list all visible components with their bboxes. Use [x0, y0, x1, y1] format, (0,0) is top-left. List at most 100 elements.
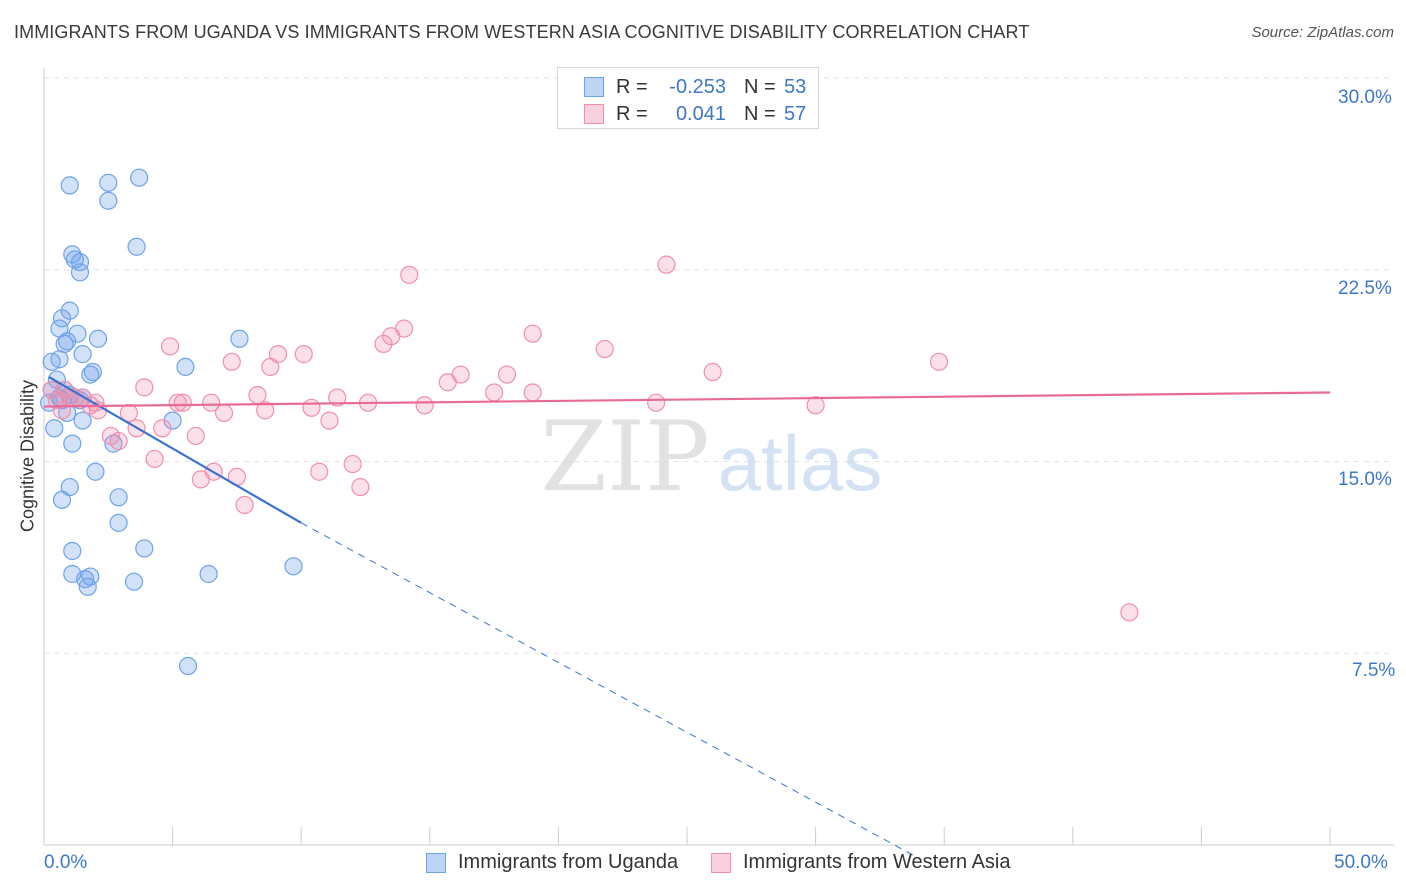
- point-uganda: [60, 176, 79, 195]
- point-western-asia: [42, 380, 61, 400]
- point-western-asia: [302, 398, 321, 417]
- point-western-asia: [248, 385, 267, 405]
- point-uganda: [63, 434, 82, 453]
- point-uganda: [83, 362, 102, 382]
- point-western-asia: [703, 362, 722, 382]
- y-axis-title: Cognitive Disability: [17, 379, 38, 533]
- y-tick-label-30: 30.0%: [1338, 87, 1392, 108]
- point-western-asia: [109, 431, 128, 451]
- point-western-asia: [256, 401, 275, 420]
- y-tick-label-7-5: 7.5%: [1352, 660, 1396, 681]
- point-uganda: [109, 488, 128, 507]
- watermark-atlas: atlas: [718, 419, 883, 507]
- point-uganda: [124, 572, 144, 591]
- legend-swatch-uganda: [426, 852, 446, 873]
- point-western-asia: [153, 419, 172, 438]
- point-western-asia: [202, 393, 221, 412]
- point-uganda: [63, 245, 82, 264]
- trend-line-uganda-extension: [300, 522, 914, 856]
- y-tick-label-15: 15.0%: [1338, 469, 1392, 490]
- point-uganda: [88, 329, 108, 348]
- series-legend: Immigrants from Uganda Immigrants from W…: [0, 851, 1406, 877]
- stats-row-uganda: R = -0.253 N = 53: [584, 74, 814, 100]
- point-western-asia: [222, 352, 241, 371]
- point-uganda: [63, 541, 82, 561]
- point-uganda: [58, 332, 77, 351]
- point-western-asia: [268, 345, 288, 364]
- point-western-asia: [485, 383, 504, 402]
- point-western-asia: [351, 477, 370, 497]
- point-uganda: [86, 462, 105, 481]
- n-label: N =: [744, 102, 776, 125]
- n-label: N =: [744, 75, 776, 98]
- point-western-asia: [647, 393, 666, 412]
- point-uganda: [52, 309, 72, 328]
- point-uganda: [60, 301, 79, 320]
- point-western-asia: [1120, 603, 1139, 622]
- r-label: R =: [616, 102, 648, 125]
- point-uganda: [81, 567, 100, 586]
- point-western-asia: [145, 449, 164, 469]
- point-western-asia: [310, 462, 329, 481]
- watermark: ZIP atlas: [540, 401, 882, 513]
- point-western-asia: [394, 319, 414, 338]
- legend-item-western-asia[interactable]: Immigrants from Western Asia: [711, 851, 1010, 874]
- swatch-western-asia: [584, 104, 604, 124]
- r-value-western-asia: 0.041: [675, 102, 726, 125]
- point-uganda: [230, 329, 249, 348]
- legend-label-western-asia: Immigrants from Western Asia: [743, 851, 1011, 873]
- point-western-asia: [294, 345, 313, 364]
- point-uganda: [176, 357, 195, 377]
- point-uganda: [50, 350, 69, 369]
- point-uganda: [73, 345, 92, 364]
- point-western-asia: [929, 352, 949, 371]
- trend-line-western-asia: [43, 391, 1331, 408]
- point-uganda: [55, 334, 74, 353]
- point-western-asia: [806, 396, 825, 415]
- point-western-asia: [497, 365, 517, 384]
- point-western-asia: [595, 339, 614, 359]
- axes: [43, 68, 1394, 846]
- point-uganda: [130, 168, 149, 187]
- point-western-asia: [400, 265, 419, 284]
- point-uganda: [163, 411, 182, 430]
- point-western-asia: [160, 337, 180, 356]
- x-tick-label-max: 50.0%: [1334, 852, 1388, 873]
- trend-line-uganda: [48, 376, 302, 524]
- stats-row-western-asia: R = 0.041 N = 57: [584, 101, 814, 127]
- point-western-asia: [135, 378, 154, 397]
- watermark-zip: ZIP: [540, 401, 709, 513]
- grid-lines: [44, 77, 1394, 654]
- r-label: R =: [616, 75, 648, 98]
- point-uganda: [45, 419, 64, 438]
- series-uganda: [40, 168, 303, 676]
- point-western-asia: [328, 388, 347, 407]
- point-uganda: [284, 557, 303, 576]
- point-western-asia: [343, 454, 362, 474]
- point-western-asia: [451, 365, 470, 384]
- point-western-asia: [119, 403, 138, 423]
- legend-label-uganda: Immigrants from Uganda: [458, 851, 679, 873]
- point-uganda: [178, 656, 198, 676]
- x-tick-label-min: 0.0%: [44, 852, 88, 873]
- n-value-western-asia: 57: [784, 102, 807, 125]
- point-western-asia: [235, 495, 254, 515]
- legend-item-uganda[interactable]: Immigrants from Uganda: [426, 851, 678, 874]
- point-western-asia: [657, 255, 676, 274]
- n-value-uganda: 53: [784, 75, 807, 98]
- point-uganda: [99, 191, 118, 210]
- point-uganda: [99, 173, 118, 192]
- r-value-uganda: -0.253: [669, 75, 726, 98]
- point-uganda: [60, 477, 79, 497]
- point-western-asia: [168, 393, 187, 412]
- point-western-asia: [523, 383, 542, 402]
- swatch-uganda: [584, 77, 604, 97]
- y-tick-label-22-5: 22.5%: [1338, 278, 1392, 299]
- point-uganda: [68, 324, 87, 343]
- point-uganda: [70, 252, 90, 272]
- chart-title: IMMIGRANTS FROM UGANDA VS IMMIGRANTS FRO…: [14, 22, 1030, 42]
- point-western-asia: [173, 393, 192, 412]
- trend-lines: [43, 376, 1331, 856]
- point-uganda: [127, 237, 146, 256]
